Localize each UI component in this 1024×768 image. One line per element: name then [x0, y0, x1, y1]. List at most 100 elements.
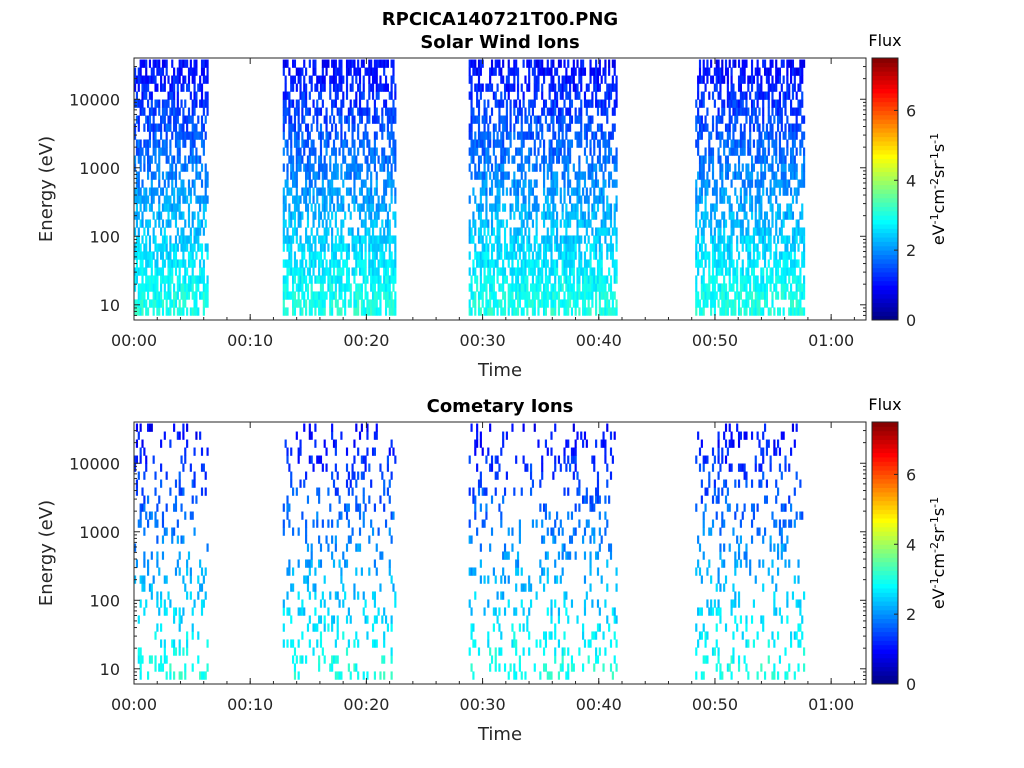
spectrogram-cell: [591, 67, 594, 76]
spectrogram-cell: [364, 155, 367, 164]
spectrogram-cell: [297, 275, 300, 284]
spectrogram-cell: [513, 671, 516, 680]
spectrogram-cell: [503, 663, 507, 672]
spectrogram-cell: [539, 275, 542, 284]
spectrogram-cell: [719, 671, 722, 680]
spectrogram-cell: [775, 155, 778, 164]
spectrogram-cell: [754, 179, 757, 188]
spectrogram-cell: [342, 243, 345, 252]
spectrogram-cell: [574, 171, 577, 180]
spectrogram-cell: [700, 275, 703, 284]
spectrogram-cell: [743, 203, 746, 212]
spectrogram-cell: [375, 243, 378, 252]
spectrogram-cell: [795, 67, 798, 76]
spectrogram-cell: [174, 75, 178, 84]
spectrogram-cell: [143, 195, 146, 204]
spectrogram-cell: [390, 131, 393, 140]
spectrogram-cell: [788, 203, 791, 212]
spectrogram-cell: [470, 107, 473, 116]
spectrogram-cell: [784, 283, 787, 292]
spectrogram-cell: [700, 163, 703, 172]
spectrogram-cell: [139, 267, 142, 276]
spectrogram-cell: [319, 631, 323, 640]
spectrogram-cell: [334, 211, 337, 220]
spectrogram-cell: [178, 67, 181, 76]
spectrogram-cell: [197, 235, 200, 244]
spectrogram-cell: [489, 171, 492, 180]
spectrogram-cell: [498, 283, 501, 292]
spectrogram-cell: [329, 131, 332, 140]
spectrogram-cell: [602, 131, 605, 140]
spectrogram-cell: [758, 211, 761, 220]
spectrogram-cell: [773, 179, 776, 188]
spectrogram-cell: [585, 267, 588, 276]
spectrogram-cell: [613, 59, 616, 68]
spectrogram-cell: [176, 195, 179, 204]
spectrogram-cell: [494, 179, 497, 188]
spectrogram-cell: [788, 267, 791, 276]
spectrogram-cell: [206, 291, 209, 300]
spectrogram-cell: [340, 75, 343, 84]
spectrogram-cell: [572, 75, 575, 84]
spectrogram-cell: [528, 163, 531, 172]
spectrogram-cell: [726, 155, 729, 164]
spectrogram-cell: [730, 299, 733, 308]
spectrogram-cell: [148, 107, 152, 116]
spectrogram-cell: [513, 75, 516, 84]
spectrogram-cell: [500, 307, 503, 316]
spectrogram-cell: [784, 275, 787, 284]
spectrogram-cell: [184, 131, 187, 140]
spectrogram-cell: [468, 227, 471, 236]
spectrogram-cell: [292, 155, 295, 164]
spectrogram-cell: [563, 115, 566, 124]
spectrogram-cell: [736, 267, 739, 276]
spectrogram-cell: [282, 107, 285, 116]
spectrogram-cell: [769, 83, 772, 92]
spectrogram-cell: [747, 107, 750, 116]
spectrogram-cell: [550, 83, 553, 92]
spectrogram-cell: [479, 227, 482, 236]
spectrogram-cell: [749, 203, 752, 212]
spectrogram-cell: [489, 115, 492, 124]
spectrogram-cell: [585, 283, 588, 292]
spectrogram-cell: [379, 59, 382, 68]
spectrogram-cell: [563, 275, 566, 284]
spectrogram-cell: [161, 663, 165, 672]
spectrogram-cell: [468, 219, 471, 228]
spectrogram-cell: [541, 67, 544, 76]
spectrogram-cell: [477, 227, 481, 236]
spectrogram-cell: [331, 291, 334, 300]
spectrogram-cell: [732, 139, 735, 148]
spectrogram-cell: [572, 291, 575, 300]
spectrogram-cell: [292, 83, 295, 92]
spectrogram-cell: [303, 187, 306, 196]
spectrogram-cell: [334, 219, 337, 228]
spectrogram-cell: [377, 155, 380, 164]
spectrogram-cell: [364, 307, 367, 316]
spectrogram-cell: [202, 139, 205, 148]
spectrogram-cell: [615, 155, 618, 164]
spectrogram-cell: [728, 251, 731, 260]
spectrogram-cell: [767, 275, 770, 284]
spectrogram-cell: [533, 75, 536, 84]
spectrogram-cell: [752, 259, 755, 268]
spectrogram-cell: [531, 299, 534, 308]
spectrogram-cell: [595, 195, 598, 204]
spectrogram-cell: [163, 115, 166, 124]
spectrogram-cell: [548, 631, 551, 640]
spectrogram-cell: [370, 187, 373, 196]
spectrogram-cell: [713, 83, 716, 92]
spectrogram-cell: [576, 187, 579, 196]
spectrogram-cell: [312, 259, 315, 268]
spectrogram-cell: [137, 291, 140, 300]
spectrogram-cell: [290, 243, 293, 252]
spectrogram-cell: [479, 307, 482, 316]
spectrogram-cell: [793, 307, 796, 316]
spectrogram-cell: [357, 171, 360, 180]
spectrogram-cell: [483, 259, 486, 268]
spectrogram-cell: [548, 83, 551, 92]
spectrogram-cell: [791, 83, 795, 92]
spectrogram-cell: [593, 187, 596, 196]
spectrogram-cell: [195, 163, 198, 172]
spectrogram-cell: [308, 163, 311, 172]
